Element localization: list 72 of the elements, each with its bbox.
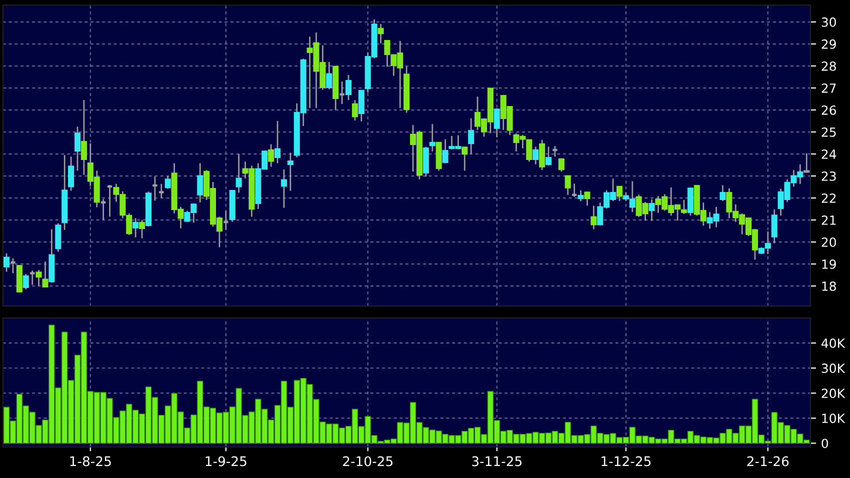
y-tick-label: 29 <box>822 39 836 49</box>
candlestick <box>358 89 364 122</box>
y-tick-label: 30K <box>822 364 846 373</box>
x-tick-label: 2-10-25 <box>343 456 392 466</box>
candlestick <box>100 198 107 221</box>
candlestick <box>648 198 655 222</box>
y-tick-label: 25 <box>822 127 836 137</box>
candlestick <box>552 145 558 158</box>
candlestick <box>378 23 384 44</box>
candlestick <box>42 260 48 288</box>
candlestick <box>10 258 16 274</box>
candlestick <box>590 204 597 230</box>
candlestick <box>106 184 114 218</box>
y-tick-label: 30 <box>822 17 836 27</box>
candlestick <box>720 184 726 202</box>
y-tick-label: 27 <box>822 83 836 93</box>
candlestick <box>468 118 474 155</box>
candlestick <box>687 186 694 216</box>
y-tick-label: 22 <box>822 193 836 203</box>
candlestick <box>804 152 810 174</box>
y-tick-label: 20K <box>822 388 846 398</box>
candlestick <box>564 175 571 196</box>
candlestick <box>139 219 146 239</box>
candlestick <box>74 126 81 172</box>
candlestick <box>352 99 358 122</box>
y-tick-label: 19 <box>822 259 836 269</box>
y-tick-label: 20 <box>822 237 836 247</box>
candlestick <box>236 153 242 194</box>
candlestick <box>462 146 468 172</box>
y-tick-label: 0 <box>822 438 828 448</box>
x-tick-label: 3-11-25 <box>472 456 522 466</box>
candlestick <box>287 152 294 192</box>
y-tick-label: 24 <box>822 149 836 159</box>
candlestick <box>326 61 332 90</box>
candlestick <box>570 182 578 198</box>
candlestick <box>584 190 590 206</box>
candlestick <box>222 210 230 231</box>
candlestick <box>616 186 623 202</box>
candlestick <box>68 156 74 192</box>
y-tick-label: 10K <box>822 414 846 424</box>
candlestick <box>680 199 688 215</box>
candlestick <box>28 270 36 286</box>
candlestick <box>158 183 165 199</box>
x-tick-label: 1-8-25 <box>70 456 111 466</box>
y-tick-label: 28 <box>822 61 836 71</box>
candlestick <box>532 146 539 166</box>
x-tick-label: 2-1-26 <box>747 456 789 466</box>
candlestick <box>771 208 778 244</box>
candlestick <box>494 108 500 138</box>
y-tick-label: 23 <box>822 171 836 181</box>
candlestick <box>539 139 546 171</box>
x-tick-label: 1-9-25 <box>206 456 246 466</box>
candlestick <box>197 162 204 204</box>
candlestick <box>429 123 436 152</box>
candlestick <box>132 218 139 238</box>
candlestick <box>338 80 346 105</box>
candlestick <box>545 146 552 166</box>
candlestick <box>151 176 158 202</box>
candlestick <box>558 158 564 172</box>
y-tick-label: 40K <box>822 338 846 348</box>
candlestick <box>164 175 171 190</box>
candlestick <box>80 99 87 176</box>
candlestick <box>442 138 448 164</box>
candlestick <box>22 273 29 290</box>
y-tick-label: 18 <box>822 281 836 291</box>
candlestick <box>274 120 281 164</box>
x-tick-label: 1-12-25 <box>602 456 651 466</box>
candlestick <box>280 168 287 209</box>
y-tick-label: 21 <box>822 215 836 225</box>
y-tick-label: 26 <box>822 105 836 115</box>
candlestick <box>55 222 62 252</box>
candlestick <box>268 144 274 168</box>
